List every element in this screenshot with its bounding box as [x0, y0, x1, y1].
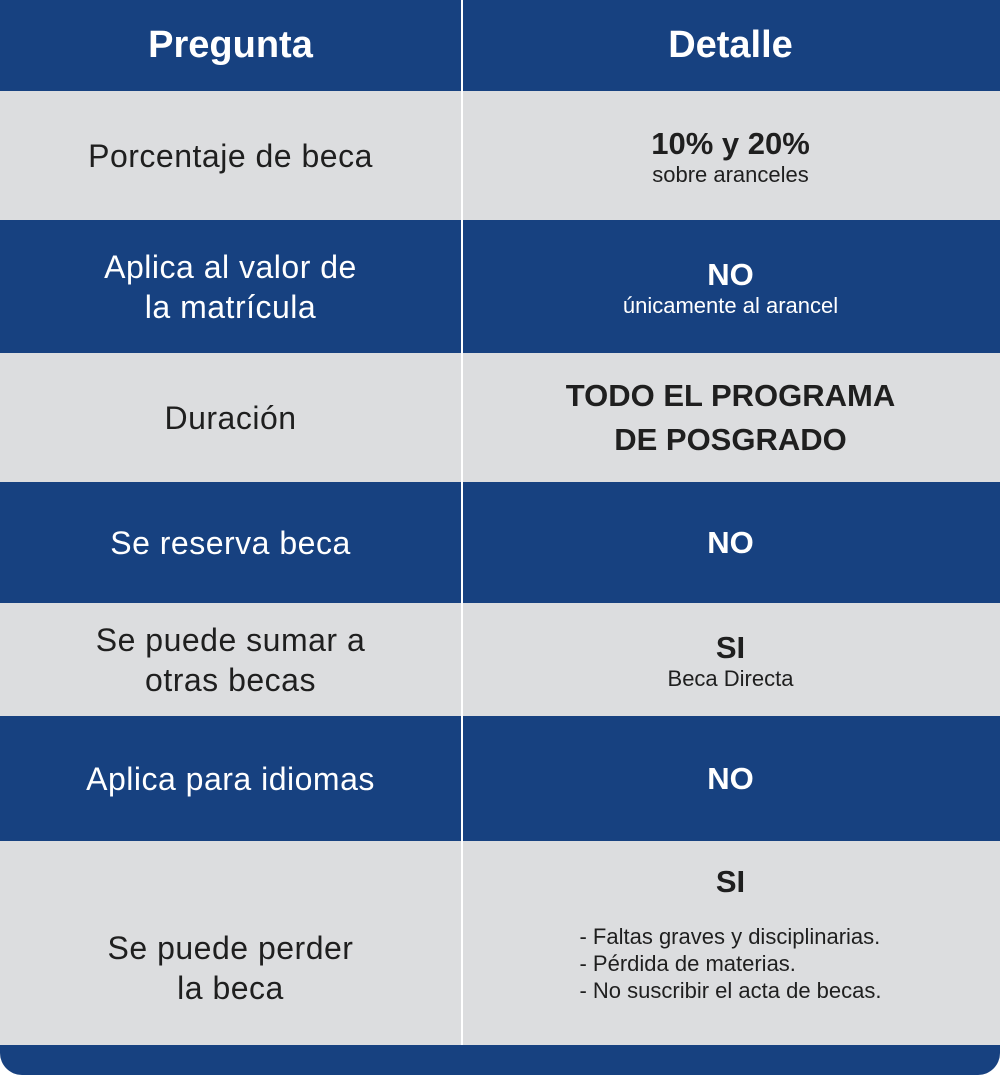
row-detail: SI Beca Directa — [461, 603, 1000, 716]
row-question: Duración — [164, 399, 297, 436]
header-pregunta: Pregunta — [148, 24, 313, 66]
row-detail: TODO EL PROGRAMA DE POSGRADO — [461, 353, 1000, 482]
table-row: Se puede sumar a otras becas SI Beca Dir… — [0, 603, 1000, 716]
detail-main: SI — [715, 864, 746, 899]
loss-reasons-list: - Faltas graves y disciplinarias. - Pérd… — [579, 923, 881, 1004]
row-detail: 10% y 20% sobre aranceles — [461, 91, 1000, 220]
list-item: - Faltas graves y disciplinarias. — [579, 924, 881, 949]
table-row: Aplica para idiomas NO — [0, 716, 1000, 841]
row-question: Aplica al valor de la matrícula — [104, 248, 357, 325]
row-question: Aplica para idiomas — [86, 760, 375, 797]
table-row: Duración TODO EL PROGRAMA DE POSGRADO — [0, 353, 1000, 482]
row-detail: NO — [461, 482, 1000, 603]
detail-main: NO — [707, 524, 754, 560]
column-divider — [461, 0, 463, 1045]
row-question: Se puede sumar a otras becas — [95, 621, 366, 698]
row-question: Se reserva beca — [110, 524, 351, 561]
row-question: Se puede perder la beca — [107, 930, 354, 1006]
row-detail: NO — [461, 716, 1000, 841]
detail-sub: sobre aranceles — [652, 161, 809, 187]
detail-sub: Beca Directa — [667, 665, 794, 691]
detail-main: NO — [707, 256, 754, 292]
detail-main: 10% y 20% — [651, 125, 810, 161]
detail-main: SI — [715, 629, 746, 665]
table-header: Pregunta Detalle — [0, 0, 1000, 91]
list-item: - No suscribir el acta de becas. — [579, 978, 882, 1003]
list-item: - Pérdida de materias. — [579, 951, 796, 976]
row-detail: NO únicamente al arancel — [461, 220, 1000, 353]
table-footer-bar — [0, 1045, 1000, 1075]
header-detalle: Detalle — [668, 24, 793, 66]
table-row: Porcentaje de beca 10% y 20% sobre aranc… — [0, 91, 1000, 220]
table-row: Se puede perder la beca SI - Faltas grav… — [0, 841, 1000, 1045]
detail-main: NO — [707, 760, 754, 796]
row-detail: SI - Faltas graves y disciplinarias. - P… — [461, 841, 1000, 1045]
row-question: Porcentaje de beca — [88, 137, 373, 174]
detail-main: TODO EL PROGRAMA DE POSGRADO — [565, 377, 896, 457]
table-row: Se reserva beca NO — [0, 482, 1000, 603]
detail-sub: únicamente al arancel — [622, 292, 839, 318]
table-row: Aplica al valor de la matrícula NO única… — [0, 220, 1000, 353]
